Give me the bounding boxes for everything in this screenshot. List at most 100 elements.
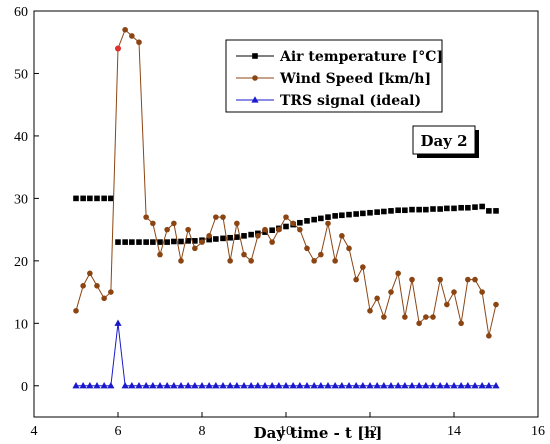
x-tick-label: 10 — [279, 424, 293, 439]
data-point — [360, 210, 366, 217]
data-point — [423, 206, 429, 213]
legend-label: Air temperature [°C] — [279, 49, 443, 65]
data-point — [290, 220, 296, 227]
data-point — [423, 314, 429, 320]
data-point — [346, 245, 352, 252]
data-point — [318, 251, 324, 258]
data-point — [241, 233, 247, 239]
data-point — [129, 33, 135, 39]
data-point — [436, 381, 444, 389]
series-line — [76, 323, 496, 387]
data-point — [86, 381, 94, 389]
data-point — [332, 213, 338, 219]
data-point — [184, 381, 192, 389]
data-point — [199, 239, 205, 245]
data-point — [255, 233, 261, 239]
data-point — [437, 276, 443, 283]
data-point — [192, 238, 198, 244]
data-point — [73, 195, 79, 202]
data-point — [178, 258, 184, 264]
data-point — [163, 381, 171, 389]
data-point — [240, 381, 248, 389]
y-tick-label: 30 — [14, 192, 28, 207]
data-point — [289, 381, 297, 389]
data-point — [128, 381, 136, 389]
data-point — [458, 204, 464, 211]
series-air-temperature-c — [73, 195, 499, 245]
data-point — [416, 320, 422, 327]
data-point — [100, 381, 108, 389]
data-point — [352, 381, 360, 389]
x-tick-label: 6 — [115, 424, 122, 439]
data-point — [177, 381, 185, 389]
data-point — [276, 226, 282, 233]
data-point — [157, 239, 163, 245]
data-point — [136, 39, 142, 46]
data-point — [485, 381, 493, 389]
data-point — [339, 233, 345, 239]
data-point — [269, 239, 275, 245]
legend-marker — [252, 53, 258, 59]
legend: Air temperature [°C] Wind Speed [km/h] TRS… — [225, 39, 443, 113]
data-point — [374, 209, 380, 215]
highlight-point — [115, 45, 121, 52]
data-point — [185, 226, 191, 233]
data-point — [233, 381, 241, 389]
data-point — [325, 214, 331, 220]
data-point — [101, 195, 107, 202]
data-point — [269, 227, 275, 234]
data-point — [254, 381, 262, 389]
data-point — [471, 381, 479, 389]
data-point — [73, 308, 79, 314]
data-point — [395, 270, 401, 277]
data-point — [143, 239, 149, 245]
y-tick-label: 10 — [14, 317, 28, 332]
data-point — [282, 381, 290, 389]
data-point — [388, 289, 394, 295]
data-point — [87, 270, 93, 277]
data-point — [443, 381, 451, 389]
data-point — [275, 381, 283, 389]
data-point — [339, 212, 345, 219]
data-point — [464, 381, 472, 389]
data-point — [381, 208, 387, 215]
legend-label: Wind Speed [km/h] — [279, 71, 431, 87]
data-point — [373, 381, 381, 389]
data-point — [241, 251, 247, 258]
data-point — [311, 216, 317, 223]
data-point — [478, 381, 486, 389]
data-point — [451, 205, 457, 212]
annotation-label: Day 2 — [420, 132, 467, 150]
data-point — [367, 308, 373, 314]
data-point — [465, 204, 471, 211]
data-point — [486, 333, 492, 339]
data-point — [80, 283, 86, 289]
data-point — [170, 381, 178, 389]
data-point — [191, 381, 199, 389]
data-point — [205, 381, 213, 389]
data-point — [108, 195, 114, 202]
data-point — [402, 314, 408, 320]
y-tick-label: 20 — [14, 255, 28, 270]
data-point — [121, 381, 129, 389]
data-point — [444, 301, 450, 308]
legend-label: TRS signal (ideal) — [280, 93, 421, 109]
data-point — [472, 204, 478, 210]
data-point — [262, 226, 268, 233]
data-point — [430, 314, 436, 320]
data-point — [114, 319, 122, 326]
data-point — [142, 381, 150, 389]
data-point — [451, 289, 457, 295]
y-tick-label: 60 — [14, 5, 28, 20]
data-point — [268, 381, 276, 389]
data-point — [304, 218, 310, 224]
data-point — [394, 381, 402, 389]
data-point — [324, 381, 332, 389]
x-axis-title: Day time - t [h] — [254, 424, 383, 442]
y-tick-label: 40 — [14, 130, 28, 145]
data-point — [94, 283, 100, 289]
data-point — [493, 301, 499, 308]
data-point — [297, 226, 303, 233]
data-point — [437, 206, 443, 212]
